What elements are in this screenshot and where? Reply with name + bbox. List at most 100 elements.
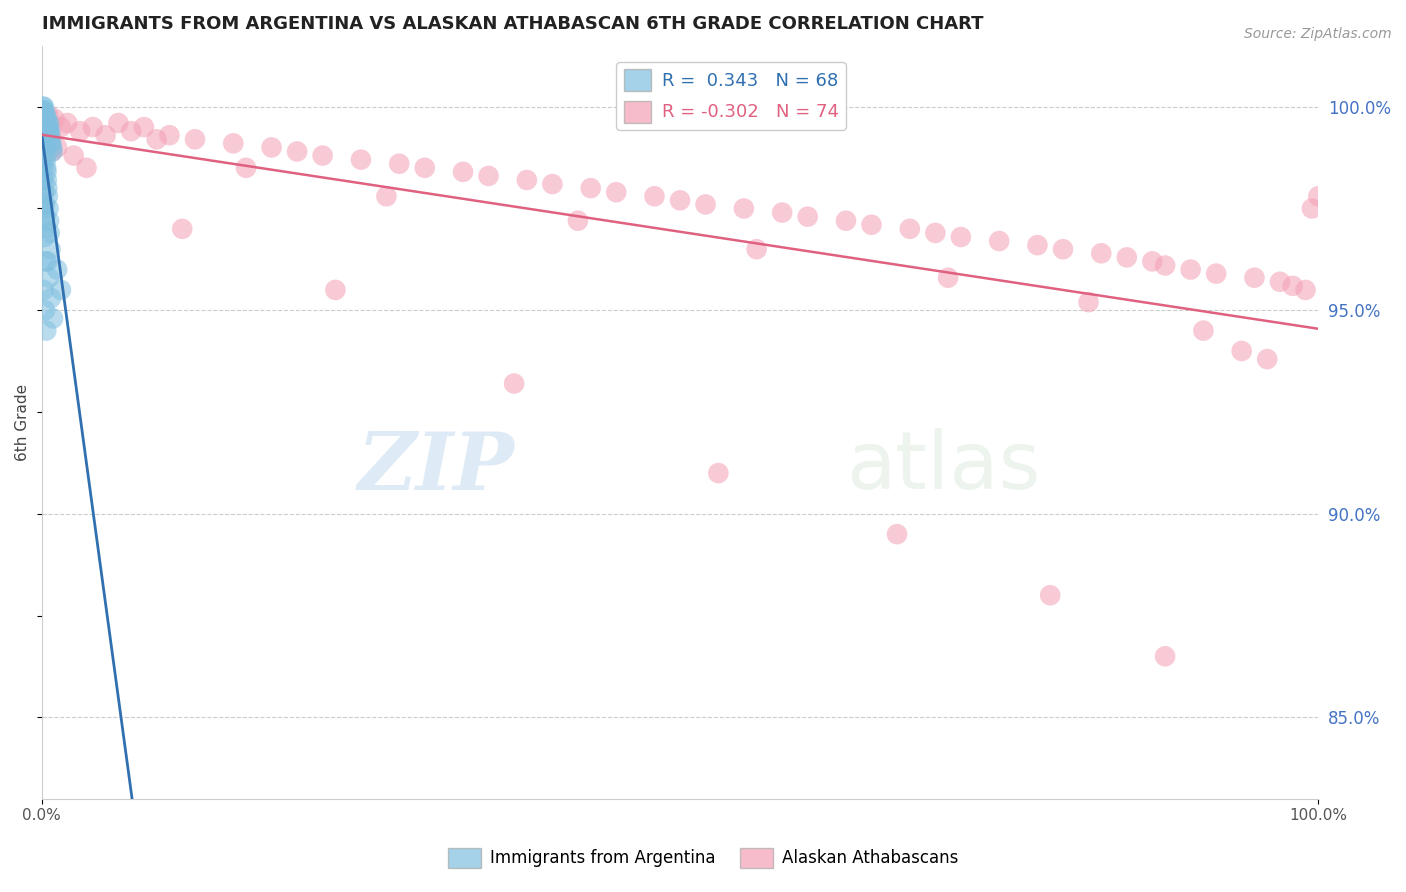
Point bbox=[1115, 251, 1137, 265]
Point bbox=[260, 140, 283, 154]
Point bbox=[1192, 324, 1215, 338]
Text: atlas: atlas bbox=[846, 428, 1040, 507]
Point bbox=[350, 153, 373, 167]
Point bbox=[34, 120, 56, 134]
Point bbox=[503, 376, 526, 391]
Point bbox=[35, 153, 58, 167]
Point bbox=[35, 165, 58, 179]
Point bbox=[34, 303, 56, 318]
Point bbox=[41, 145, 63, 159]
Point bbox=[34, 210, 56, 224]
Point bbox=[38, 128, 60, 143]
Point bbox=[49, 283, 72, 297]
Point bbox=[34, 254, 56, 268]
Point bbox=[39, 132, 62, 146]
Point bbox=[38, 202, 60, 216]
Point bbox=[37, 181, 59, 195]
Point bbox=[39, 242, 62, 256]
Point bbox=[745, 242, 768, 256]
Point bbox=[1154, 649, 1177, 664]
Point bbox=[733, 202, 755, 216]
Point bbox=[34, 103, 56, 118]
Point bbox=[76, 161, 98, 175]
Point bbox=[1256, 352, 1278, 367]
Text: ZIP: ZIP bbox=[357, 429, 515, 506]
Point bbox=[34, 140, 56, 154]
Point bbox=[34, 148, 56, 162]
Point bbox=[69, 124, 91, 138]
Point bbox=[35, 222, 58, 236]
Point bbox=[32, 283, 55, 297]
Point bbox=[37, 189, 59, 203]
Point bbox=[34, 132, 56, 146]
Point bbox=[1026, 238, 1049, 252]
Point bbox=[949, 230, 972, 244]
Legend: Immigrants from Argentina, Alaskan Athabascans: Immigrants from Argentina, Alaskan Athab… bbox=[441, 841, 965, 875]
Point bbox=[46, 262, 69, 277]
Point bbox=[32, 103, 55, 118]
Point bbox=[37, 120, 59, 134]
Point bbox=[39, 291, 62, 305]
Point bbox=[35, 173, 58, 187]
Point bbox=[579, 181, 602, 195]
Point bbox=[32, 128, 55, 143]
Point bbox=[32, 185, 55, 199]
Point bbox=[34, 116, 56, 130]
Point bbox=[1268, 275, 1291, 289]
Point bbox=[1281, 278, 1303, 293]
Point bbox=[541, 177, 564, 191]
Point bbox=[34, 230, 56, 244]
Point bbox=[567, 213, 589, 227]
Point bbox=[375, 189, 398, 203]
Point bbox=[32, 108, 55, 122]
Point bbox=[936, 270, 959, 285]
Point bbox=[988, 234, 1011, 248]
Point bbox=[32, 173, 55, 187]
Point bbox=[35, 112, 58, 126]
Point bbox=[669, 194, 692, 208]
Point bbox=[1301, 202, 1323, 216]
Point bbox=[38, 124, 60, 138]
Point bbox=[1077, 295, 1099, 310]
Point bbox=[644, 189, 666, 203]
Point bbox=[34, 136, 56, 151]
Point bbox=[235, 161, 257, 175]
Text: IMMIGRANTS FROM ARGENTINA VS ALASKAN ATHABASCAN 6TH GRADE CORRELATION CHART: IMMIGRANTS FROM ARGENTINA VS ALASKAN ATH… bbox=[42, 15, 983, 33]
Point bbox=[32, 100, 55, 114]
Point bbox=[37, 116, 59, 130]
Point bbox=[31, 108, 53, 122]
Point bbox=[184, 132, 207, 146]
Point bbox=[37, 128, 59, 143]
Point bbox=[31, 161, 53, 175]
Point bbox=[41, 145, 63, 159]
Point bbox=[46, 140, 69, 154]
Point bbox=[35, 161, 58, 175]
Point bbox=[34, 116, 56, 130]
Point bbox=[41, 140, 63, 154]
Point bbox=[159, 128, 181, 143]
Point bbox=[38, 270, 60, 285]
Point bbox=[44, 112, 66, 126]
Point bbox=[1308, 189, 1330, 203]
Point bbox=[34, 112, 56, 126]
Point bbox=[451, 165, 474, 179]
Point bbox=[34, 197, 56, 211]
Point bbox=[49, 120, 72, 134]
Point bbox=[898, 222, 921, 236]
Point bbox=[107, 116, 129, 130]
Point bbox=[32, 124, 55, 138]
Point bbox=[145, 132, 167, 146]
Point bbox=[605, 185, 627, 199]
Point bbox=[32, 120, 55, 134]
Point bbox=[1154, 259, 1177, 273]
Point bbox=[38, 226, 60, 240]
Point bbox=[325, 283, 347, 297]
Point bbox=[311, 148, 333, 162]
Legend: R =  0.343   N = 68, R = -0.302   N = 74: R = 0.343 N = 68, R = -0.302 N = 74 bbox=[616, 62, 846, 129]
Point bbox=[37, 254, 59, 268]
Point bbox=[82, 120, 104, 134]
Point bbox=[32, 108, 55, 122]
Point bbox=[42, 311, 65, 326]
Point bbox=[1180, 262, 1202, 277]
Point bbox=[41, 136, 63, 151]
